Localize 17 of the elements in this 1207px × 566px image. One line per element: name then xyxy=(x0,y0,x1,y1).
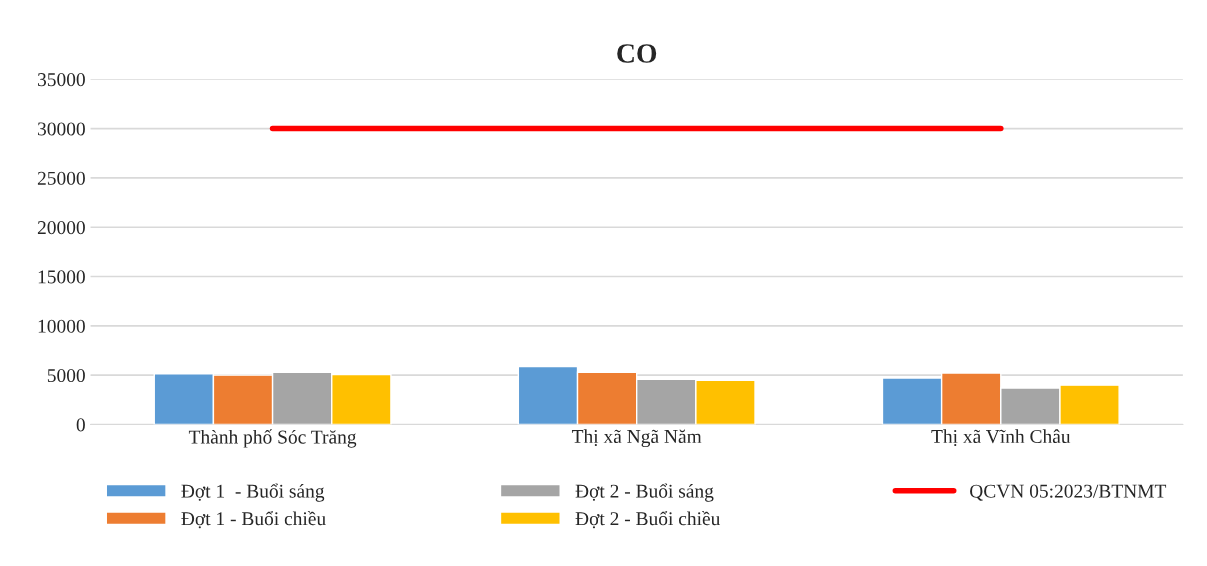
legend-label: Đợt 1 - Buổi chiều xyxy=(181,510,326,529)
legend-label: QCVN 05:2023/BTNMT xyxy=(970,484,1167,501)
legend-label: Đợt 1 - Buổi sáng xyxy=(181,483,325,502)
y-tick-label: 35000 xyxy=(37,73,85,87)
y-tick-label: 10000 xyxy=(38,319,85,333)
x-tick-label: Thị xã Vĩnh Châu xyxy=(931,429,1071,447)
x-tick-label: Thành phố Sóc Trăng xyxy=(188,429,357,448)
chart-title: CO xyxy=(617,44,657,63)
x-tick-label: Thị xã Ngã Năm xyxy=(571,429,702,448)
y-tick-label: 5000 xyxy=(47,368,85,383)
y-tick-label: 25000 xyxy=(37,171,85,185)
legend-label: Đợt 2 - Buổi sáng xyxy=(575,483,714,502)
y-tick-label: 30000 xyxy=(37,122,85,136)
y-tick-label: 0 xyxy=(76,418,85,432)
y-tick-label: 20000 xyxy=(37,221,85,235)
legend-label: Đợt 2 - Buổi chiều xyxy=(575,510,721,529)
y-tick-label: 15000 xyxy=(38,270,85,284)
